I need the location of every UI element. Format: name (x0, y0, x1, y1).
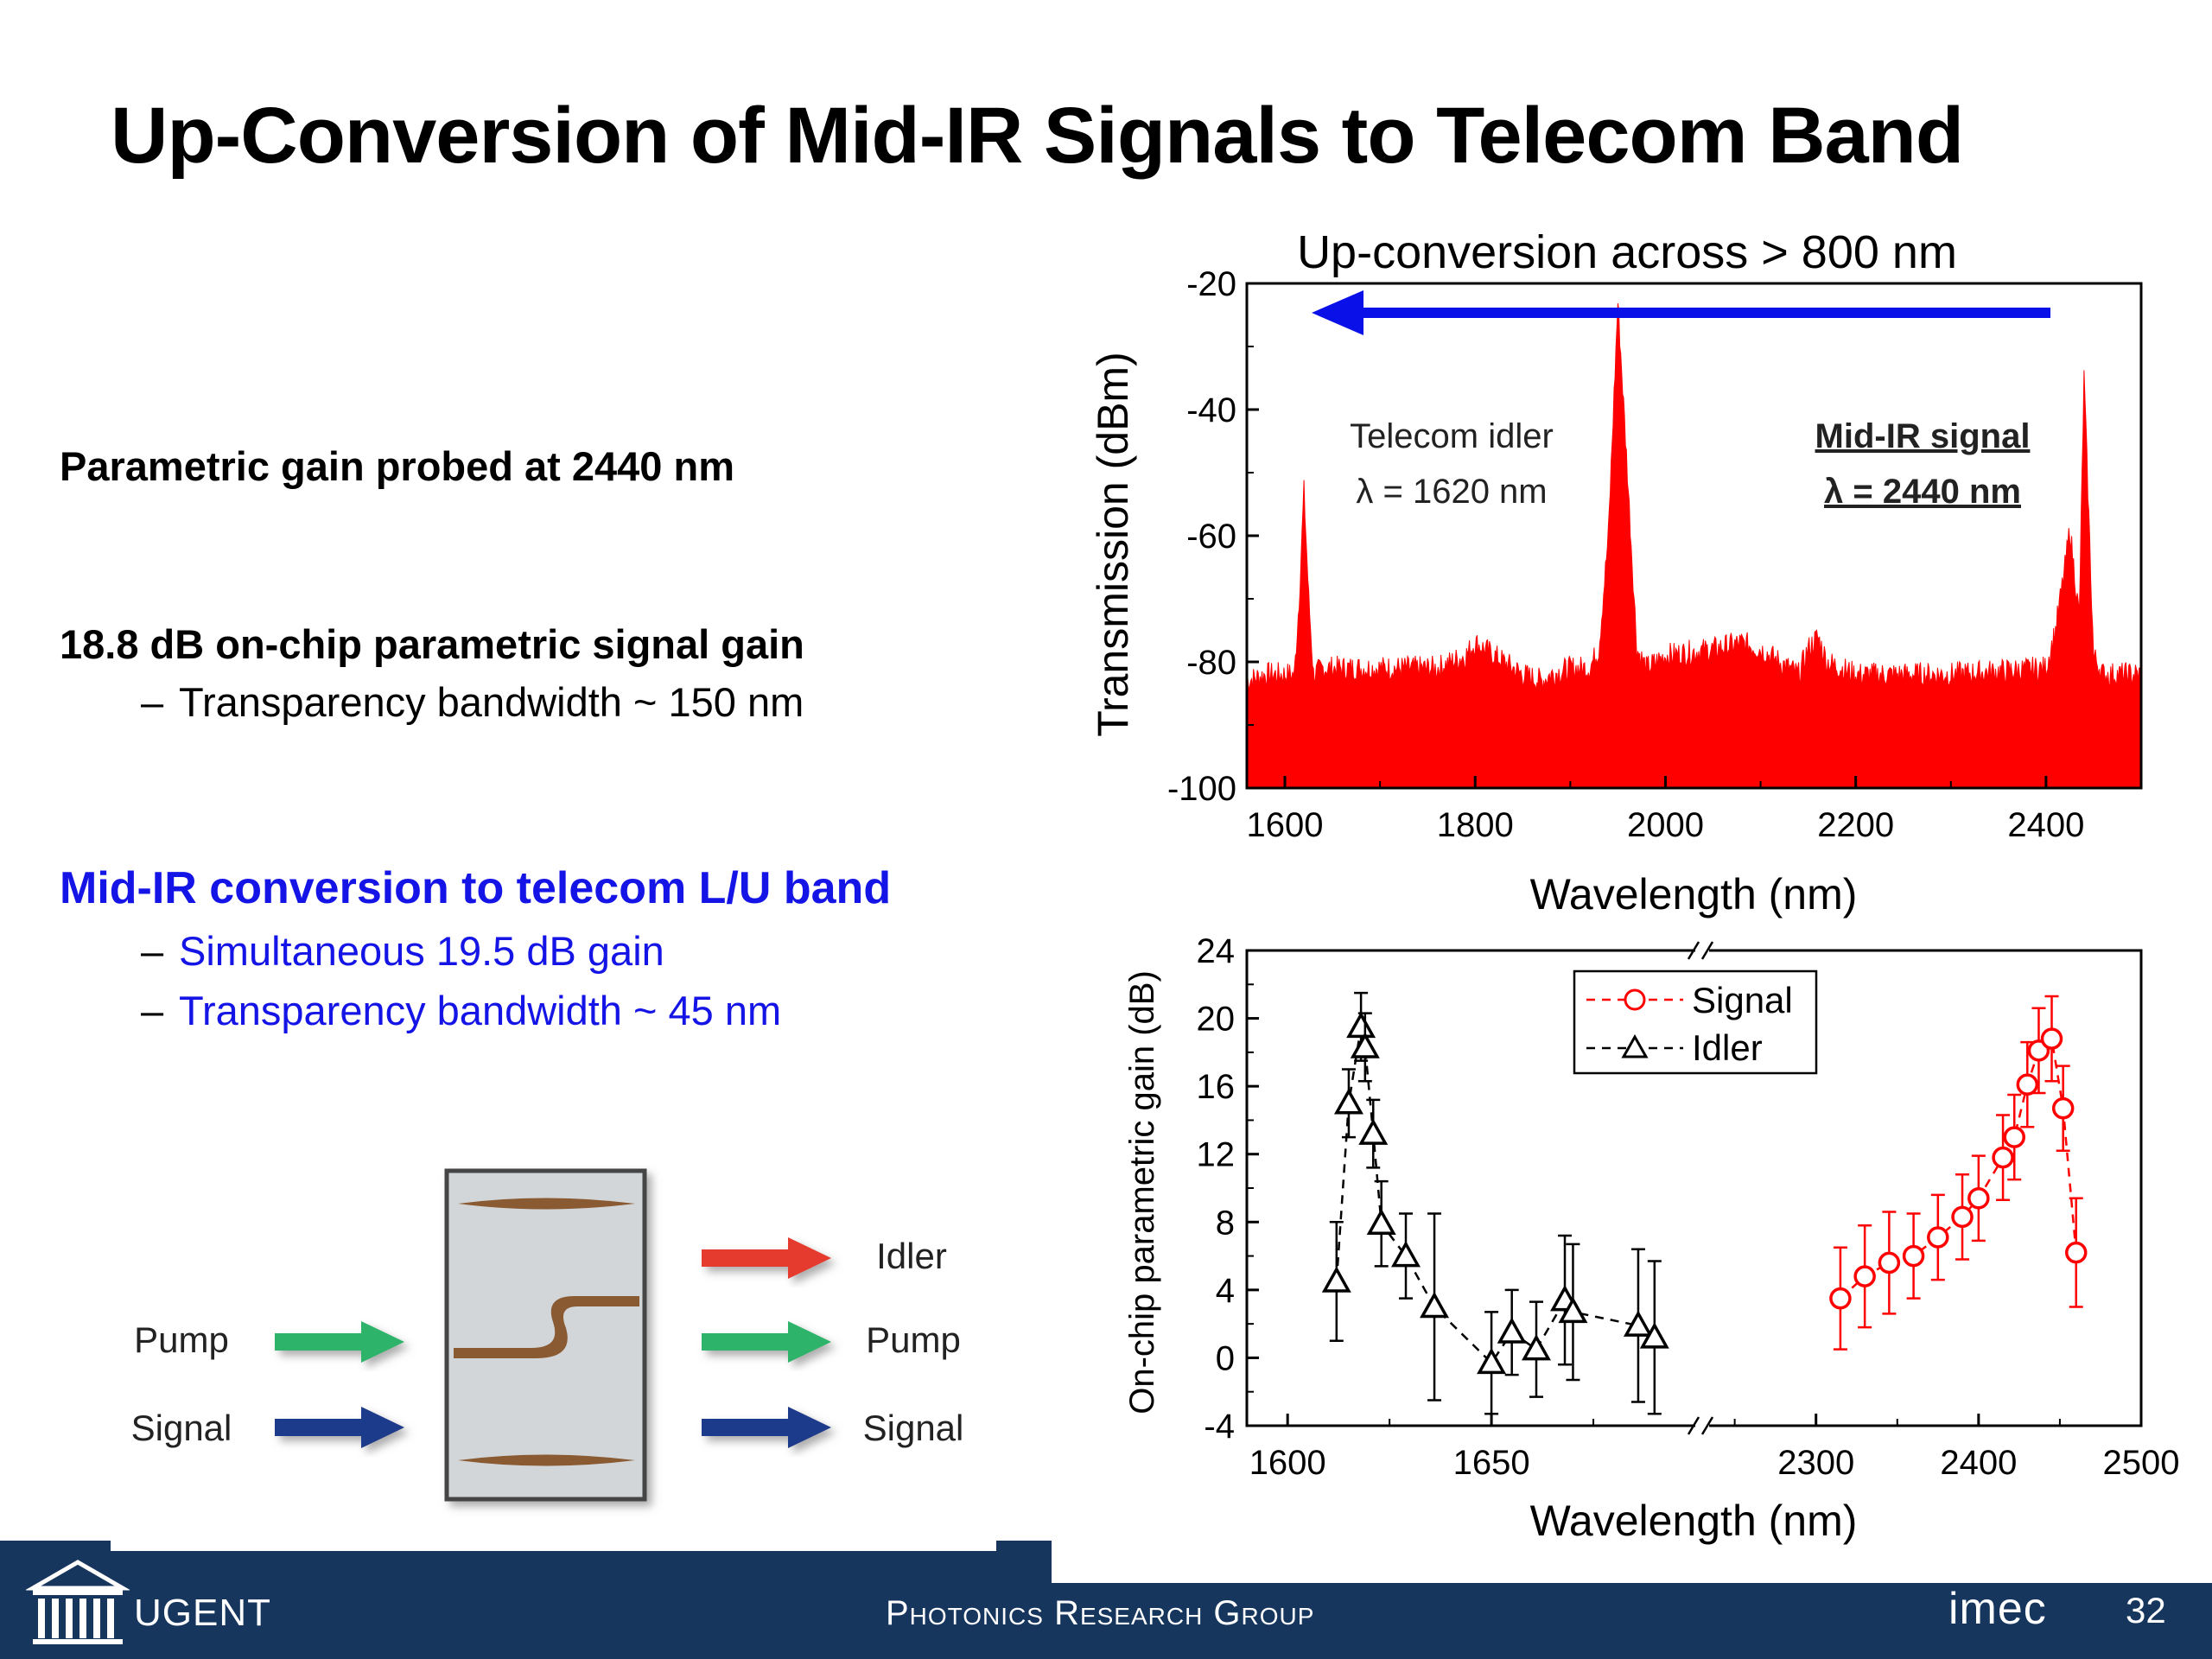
axis-break-mark (1700, 1416, 1714, 1435)
y-tick-label: 0 (1216, 1339, 1235, 1377)
sub-bullet-transparency-45: – Transparency bandwidth ~ 45 nm (141, 987, 781, 1034)
ugent-label: UGENT (134, 1592, 271, 1634)
y-tick-label: -100 (1167, 770, 1236, 808)
idler-point (1497, 1317, 1527, 1344)
x-tick-label: 1600 (1249, 1444, 1326, 1482)
idler-point (1477, 1347, 1507, 1375)
idler-point (1350, 1032, 1380, 1058)
chart-top-xlabel: Wavelength (nm) (1530, 870, 1858, 918)
chart-bottom-ylabel: On-chip parametric gain (dB) (1123, 970, 1161, 1414)
bullet-parametric-gain: Parametric gain probed at 2440 nm (60, 443, 735, 489)
x-tick-label: 2300 (1777, 1444, 1854, 1482)
idler-point (1623, 1310, 1653, 1337)
y-tick-label: -60 (1186, 518, 1236, 556)
signal-point (2003, 1126, 2025, 1148)
page-number: 32 (2126, 1590, 2166, 1630)
signal-point (2064, 1241, 2088, 1264)
conversion-arrow-head-icon (1312, 290, 1363, 335)
footer-bar (0, 1583, 2212, 1659)
signal-point (2016, 1073, 2039, 1096)
idler-point (1639, 1322, 1669, 1349)
idler-point (1558, 1296, 1588, 1324)
axis-break-mark (1700, 941, 1714, 960)
y-tick-label: 20 (1197, 1001, 1236, 1039)
sub-bullet-text: Transparency bandwidth ~ 150 nm (179, 679, 804, 725)
y-tick-label: -20 (1186, 265, 1236, 303)
x-tick-label: 2400 (2007, 806, 2084, 844)
footer-line (111, 1541, 996, 1551)
y-tick-label: 12 (1197, 1136, 1236, 1174)
y-tick-label: 4 (1216, 1272, 1235, 1310)
legend-signal-marker (1624, 988, 1646, 1011)
y-tick-label: -80 (1186, 644, 1236, 682)
axis-break-mark (1687, 941, 1700, 960)
sub-bullet-transparency-150: – Transparency bandwidth ~ 150 nm (141, 678, 804, 726)
axis-break-mark (1687, 1416, 1700, 1435)
signal-point (1902, 1244, 1925, 1268)
idler-point (1522, 1334, 1551, 1361)
sub-bullet-text: Simultaneous 19.5 dB gain (179, 928, 664, 974)
legend-box (1573, 969, 1818, 1075)
idler-point (1346, 1011, 1376, 1039)
x-tick-label: 2200 (1817, 806, 1894, 844)
x-tick-label: 1650 (1453, 1444, 1530, 1482)
y-tick-label: -4 (1204, 1408, 1235, 1446)
dash-icon: – (141, 988, 164, 1033)
idler-point (1333, 1088, 1363, 1115)
signal-point (2040, 1027, 2063, 1050)
research-group-label: Photonics Research Group (886, 1594, 1315, 1632)
signal-point (1967, 1187, 1990, 1210)
idler-point (1420, 1291, 1450, 1319)
dash-icon: – (141, 928, 164, 974)
x-tick-label: 2000 (1627, 806, 1704, 844)
x-tick-label: 1800 (1437, 806, 1514, 844)
y-tick-label: -40 (1186, 391, 1236, 429)
signal-point (1951, 1205, 1974, 1229)
signal-point (1927, 1226, 1949, 1249)
annotation-signal-line2: λ = 2440 nm (1824, 473, 2021, 511)
idler-point (1321, 1266, 1351, 1293)
annotation-idler-line1: Telecom idler (1350, 417, 1554, 455)
legend-idler-marker (1621, 1033, 1649, 1058)
idler-point (1391, 1240, 1421, 1268)
x-tick-label: 2400 (1940, 1444, 2017, 1482)
sub-bullet-text: Transparency bandwidth ~ 45 nm (179, 988, 782, 1033)
spectrum-series (1246, 303, 2142, 789)
sub-bullet-simultaneous-gain: – Simultaneous 19.5 dB gain (141, 927, 664, 975)
signal-point (1878, 1251, 1901, 1274)
signal-point (2051, 1096, 2075, 1120)
legend: Signal Idler (1573, 969, 1818, 1075)
x-tick-label: 2500 (2103, 1444, 2180, 1482)
bullet-mid-ir-conversion: Mid-IR conversion to telecom L/U band (60, 863, 892, 913)
gain-chart: 24 20 16 12 8 4 0 -4 1600 1650 2300 2400 2500 Wavele… (1123, 932, 2180, 1545)
chart-top-title: Up-conversion across > 800 nm (1297, 226, 1957, 278)
signal-point (1992, 1146, 2014, 1169)
y-tick-label: 24 (1197, 932, 1236, 970)
idler-point (1358, 1118, 1389, 1145)
bullet-signal-gain: 18.8 dB on-chip parametric signal gain (60, 621, 804, 667)
dash-icon: – (141, 679, 164, 725)
annotation-idler-line2: λ = 1620 nm (1356, 473, 1547, 511)
signal-point (1829, 1287, 1852, 1310)
y-tick-label: 16 (1197, 1068, 1236, 1106)
idler-point (1366, 1208, 1396, 1235)
signal-point (1853, 1265, 1876, 1287)
imec-logo: imec (1948, 1584, 2047, 1634)
x-tick-label: 1600 (1247, 806, 1324, 844)
ugent-logo-icon (26, 1560, 130, 1644)
y-tick-label: 8 (1216, 1204, 1235, 1242)
transmission-chart: Up-conversion across > 800 nm -20 -40 -60 -… (1089, 226, 2143, 918)
legend-idler-label: Idler (1692, 1027, 1763, 1068)
chart-top-ylabel: Transmission (dBm) (1089, 352, 1137, 736)
slide-title: Up-Conversion of Mid-IR Signals to Telec… (111, 92, 1964, 180)
annotation-signal-line1: Mid-IR signal (1815, 417, 2031, 455)
legend-signal-label: Signal (1692, 980, 1793, 1020)
chart-bottom-xlabel: Wavelength (nm) (1530, 1497, 1858, 1545)
